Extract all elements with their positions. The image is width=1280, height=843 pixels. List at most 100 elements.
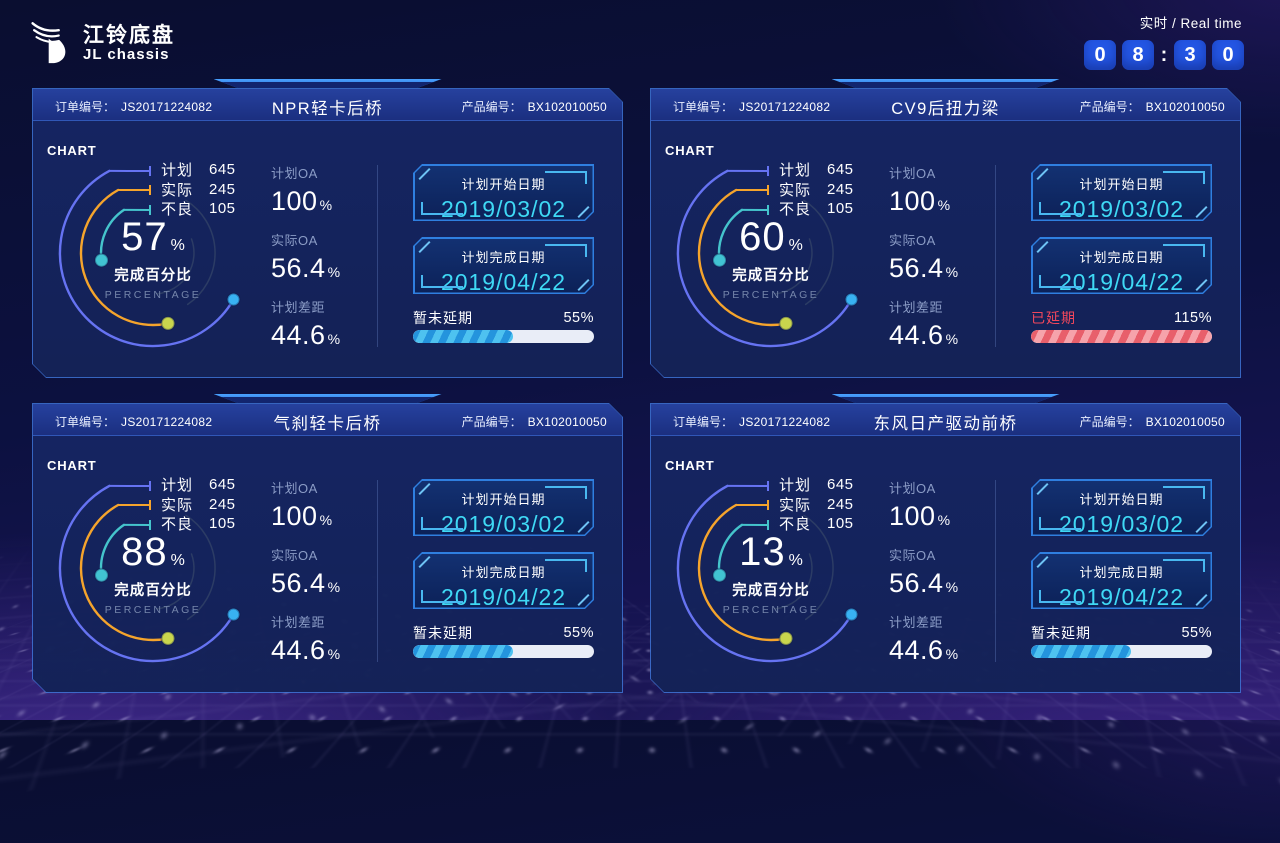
corner-bracket-icon bbox=[1039, 590, 1081, 603]
panel-header: 气刹轻卡后桥 订单编号： JS20171224082 产品编号： BX1020100… bbox=[33, 404, 622, 436]
delay-percent: 55% bbox=[563, 310, 594, 326]
datebox-value: 2019/04/22 bbox=[1058, 268, 1185, 295]
corner-bracket-icon bbox=[1163, 244, 1205, 257]
corner-bracket-icon bbox=[545, 171, 587, 184]
datebox-inner: 计划完成日期 2019/04/22 bbox=[1033, 239, 1211, 293]
stat-unit: % bbox=[945, 646, 959, 662]
corner-bracket-icon bbox=[1039, 275, 1081, 288]
order-label: 订单编号： bbox=[673, 100, 734, 114]
delay-status-row: 暂未延期 55% bbox=[413, 623, 594, 643]
corner-bracket-icon bbox=[1039, 517, 1081, 530]
stat-number: 56.4 bbox=[271, 568, 326, 598]
logo-title-cn: 江铃底盘 bbox=[83, 23, 175, 47]
stat-number: 56.4 bbox=[271, 253, 326, 283]
delay-progress-fill bbox=[413, 645, 513, 658]
order-value: JS20171224082 bbox=[739, 415, 831, 429]
stat-unit: % bbox=[319, 512, 333, 528]
datebox-label: 计划开始日期 bbox=[1079, 491, 1164, 507]
plan-start-datebox: 计划开始日期 2019/03/02 bbox=[413, 164, 594, 221]
panel-title: CV9后扭力梁 bbox=[891, 100, 1000, 118]
stats-column: 计划OA 100% 实际OA 56.4% 计划差距 44.6% bbox=[271, 163, 375, 364]
stat-label: 计划OA bbox=[271, 481, 318, 496]
legend-value: 645 bbox=[209, 161, 236, 179]
chart-label: CHART bbox=[47, 458, 97, 473]
datebox-label: 计划开始日期 bbox=[1079, 176, 1164, 192]
legend-row-defect: 不良 105 bbox=[779, 199, 854, 219]
gauge-legend: 计划 645 实际 245 不良 105 bbox=[779, 475, 854, 534]
divider bbox=[377, 165, 378, 347]
datebox-label: 计划完成日期 bbox=[1079, 564, 1164, 580]
stat-label: 实际OA bbox=[889, 233, 936, 248]
plan-start-datebox: 计划开始日期 2019/03/02 bbox=[1031, 164, 1212, 221]
stat-label: 计划差距 bbox=[271, 615, 326, 630]
stat-unit: % bbox=[327, 264, 341, 280]
corner-bracket-icon bbox=[1163, 486, 1205, 499]
legend-label: 计划 bbox=[161, 162, 194, 180]
datebox-value: 2019/04/22 bbox=[1058, 583, 1185, 610]
datebox-inner: 计划开始日期 2019/03/02 bbox=[415, 481, 593, 535]
datebox-value: 2019/04/22 bbox=[440, 268, 567, 295]
clock-digits: 0 8 : 3 0 bbox=[1084, 40, 1244, 70]
stat-plan-gap: 计划差距 44.6% bbox=[271, 297, 375, 350]
legend-label: 计划 bbox=[161, 477, 194, 495]
panel-frame: 东风日产驱动前桥 订单编号： JS20171224082 产品编号： BX10201… bbox=[650, 403, 1241, 693]
realtime-clock: 实时 / Real time 0 8 : 3 0 bbox=[1084, 12, 1244, 70]
stat-plan-oa: 计划OA 100% bbox=[271, 478, 375, 531]
delay-progress-track bbox=[413, 330, 594, 343]
panel-tab bbox=[832, 394, 1060, 403]
delay-percent: 115% bbox=[1173, 310, 1212, 326]
stat-actual-oa: 实际OA 56.4% bbox=[889, 230, 993, 283]
legend-value: 105 bbox=[827, 200, 854, 218]
stat-number: 100 bbox=[889, 186, 936, 216]
datebox-inner: 计划开始日期 2019/03/02 bbox=[1033, 166, 1211, 220]
panel-header: 东风日产驱动前桥 订单编号： JS20171224082 产品编号： BX10201… bbox=[651, 404, 1240, 436]
realtime-label: 实时 / Real time bbox=[1139, 16, 1242, 31]
legend-label: 不良 bbox=[779, 516, 812, 534]
stat-unit: % bbox=[945, 264, 959, 280]
chart-label: CHART bbox=[665, 143, 715, 158]
corner-bracket-icon bbox=[421, 590, 463, 603]
legend-value: 245 bbox=[827, 180, 854, 198]
stat-label: 实际OA bbox=[271, 548, 318, 563]
legend-row-actual: 实际 245 bbox=[779, 495, 854, 515]
stat-number: 100 bbox=[889, 501, 936, 531]
gauge-legend: 计划 645 实际 245 不良 105 bbox=[779, 160, 854, 219]
product-value: BX102010050 bbox=[1145, 415, 1225, 429]
legend-row-plan: 计划 645 bbox=[779, 160, 854, 180]
stat-number: 100 bbox=[271, 186, 318, 216]
chart-label: CHART bbox=[665, 458, 715, 473]
legend-label: 计划 bbox=[779, 162, 812, 180]
legend-value: 245 bbox=[827, 495, 854, 513]
order-label: 订单编号： bbox=[673, 415, 734, 429]
clock-digit: 8 bbox=[1122, 40, 1154, 70]
product-label: 产品编号： bbox=[461, 415, 522, 429]
stat-label: 实际OA bbox=[271, 233, 318, 248]
datebox-inner: 计划完成日期 2019/04/22 bbox=[1033, 554, 1211, 608]
stat-value: 44.6% bbox=[889, 320, 993, 351]
legend-value: 645 bbox=[827, 161, 854, 179]
chart-label: CHART bbox=[47, 143, 97, 158]
gauge-legend: 计划 645 实际 245 不良 105 bbox=[161, 475, 236, 534]
clock-digit: 3 bbox=[1174, 40, 1206, 70]
legend-row-actual: 实际 245 bbox=[161, 180, 236, 200]
gauge-legend: 计划 645 实际 245 不良 105 bbox=[161, 160, 236, 219]
delay-progress-fill bbox=[1031, 645, 1131, 658]
datebox-inner: 计划完成日期 2019/04/22 bbox=[415, 239, 593, 293]
product-number: 产品编号： BX102010050 bbox=[1080, 413, 1225, 430]
stat-plan-oa: 计划OA 100% bbox=[889, 478, 993, 531]
panel-tab bbox=[832, 79, 1060, 88]
stat-unit: % bbox=[937, 197, 951, 213]
stat-label: 计划差距 bbox=[271, 300, 326, 315]
legend-label: 不良 bbox=[779, 201, 812, 219]
stats-column: 计划OA 100% 实际OA 56.4% 计划差距 44.6% bbox=[889, 163, 993, 364]
datebox-label: 计划完成日期 bbox=[1079, 249, 1164, 265]
stat-unit: % bbox=[945, 579, 959, 595]
legend-label: 实际 bbox=[779, 181, 812, 199]
datebox-value: 2019/04/22 bbox=[440, 583, 567, 610]
product-number: 产品编号： BX102010050 bbox=[462, 98, 607, 115]
product-panel: 气刹轻卡后桥 订单编号： JS20171224082 产品编号： BX1020100… bbox=[32, 403, 623, 693]
datebox-value: 2019/03/02 bbox=[440, 510, 567, 537]
legend-label: 实际 bbox=[161, 496, 194, 514]
corner-bracket-icon bbox=[421, 275, 463, 288]
legend-row-plan: 计划 645 bbox=[161, 160, 236, 180]
